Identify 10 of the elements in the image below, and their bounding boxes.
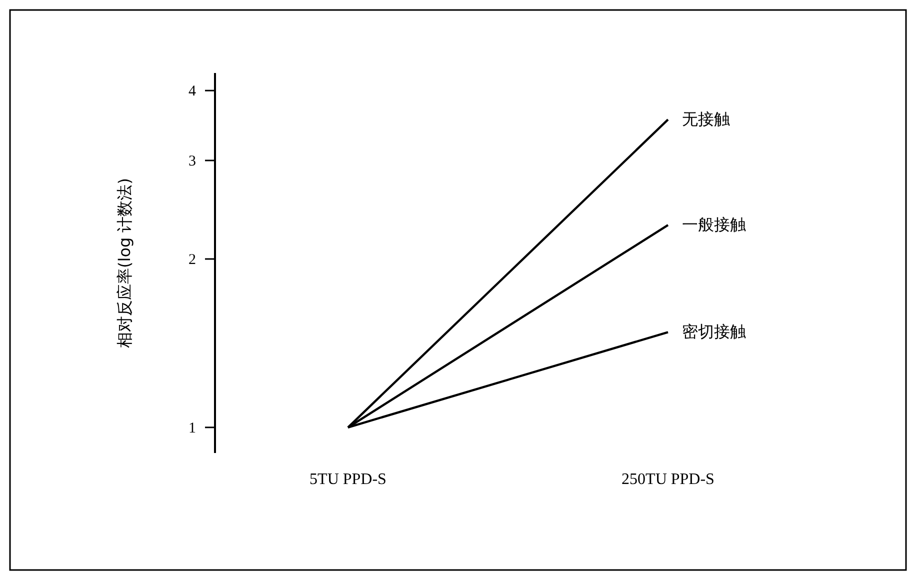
x-tick-label: 5TU PPD-S bbox=[310, 471, 386, 488]
series-label: 无接触 bbox=[682, 110, 730, 129]
y-tick-label: 1 bbox=[188, 420, 196, 436]
y-axis-title: 相对反应率(log 计数法) bbox=[115, 178, 134, 348]
series-label: 密切接触 bbox=[682, 322, 746, 342]
x-tick-label: 250TU PPD-S bbox=[622, 471, 714, 488]
y-tick-label: 3 bbox=[188, 153, 196, 170]
series-label: 一般接触 bbox=[682, 215, 746, 234]
y-tick-label: 4 bbox=[188, 84, 196, 100]
y-tick-label: 2 bbox=[188, 252, 196, 268]
